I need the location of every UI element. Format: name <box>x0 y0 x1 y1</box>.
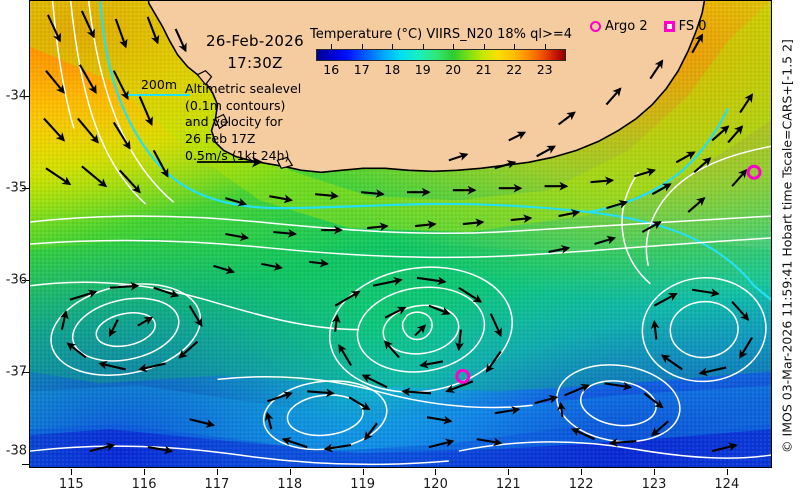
x-tick-label: 117 <box>204 477 230 492</box>
colorbar-tick-label: 17 <box>353 62 370 77</box>
legend-entry-argo[interactable]: Argo 2 <box>590 20 648 33</box>
scale-bar: 200m <box>118 77 200 96</box>
argo-marker[interactable] <box>746 164 762 180</box>
x-tick <box>653 469 655 475</box>
y-axis: -34 -35 -36 -37 -38 <box>0 0 29 469</box>
colorbar-tick-label: 19 <box>414 62 431 77</box>
isobath-200m <box>99 1 771 301</box>
x-tick-label: 121 <box>495 477 521 492</box>
scale-bar-label: 200m <box>140 77 178 92</box>
x-tick-label: 119 <box>350 477 376 492</box>
marker-legend: Argo 2 FS 0 <box>590 17 707 35</box>
x-tick <box>435 469 437 475</box>
timestamp-block: 26-Feb-2026 17:30Z <box>185 31 325 75</box>
y-tick-label: -38 <box>5 443 27 459</box>
legend-label-argo: Argo 2 <box>605 18 648 34</box>
x-tick-label: 116 <box>131 477 157 492</box>
colorbar-gradient <box>316 49 566 61</box>
y-tick-label: -34 <box>5 88 27 104</box>
colorbar-tick-labels: 16 17 18 19 20 21 22 23 <box>316 61 566 77</box>
colorbar: Temperature (°C) VIIRS_N20 18% ql>=4 16 1… <box>302 27 580 77</box>
square-marker-icon <box>663 20 675 32</box>
headland <box>214 113 229 130</box>
colorbar-tick <box>483 44 485 49</box>
colorbar-tick-label: 18 <box>384 62 401 77</box>
headland <box>196 69 213 86</box>
colorbar-tick <box>514 44 516 49</box>
x-tick <box>144 469 146 475</box>
x-tick-label: 118 <box>277 477 303 492</box>
y-tick-label: -35 <box>5 180 27 196</box>
y-tick-label: -36 <box>5 272 27 288</box>
x-axis: 115 116 117 118 119 120 121 122 123 124 <box>29 469 772 500</box>
x-tick <box>726 469 728 475</box>
colorbar-tick-label: 22 <box>506 62 523 77</box>
colorbar-ticks <box>316 44 566 49</box>
headland <box>276 156 294 169</box>
x-tick-label: 115 <box>58 477 84 492</box>
colorbar-tick <box>361 44 363 49</box>
colorbar-tick <box>392 44 394 49</box>
x-tick <box>581 469 583 475</box>
x-tick <box>289 469 291 475</box>
time-label: 17:30Z <box>227 53 283 72</box>
x-tick <box>362 469 364 475</box>
description-block: Altimetric sealevel (0.1m contours) and … <box>185 81 302 163</box>
sst-map <box>30 1 771 467</box>
x-tick <box>71 469 73 475</box>
colorbar-tick-label: 20 <box>445 62 462 77</box>
map-plot-area[interactable]: 200m 26-Feb-2026 17:30Z Altimetric seale… <box>29 0 772 468</box>
x-tick-label: 124 <box>714 477 740 492</box>
colorbar-title: Temperature (°C) VIIRS_N20 18% ql>=4 <box>309 27 573 42</box>
sealevel-contours <box>30 1 771 466</box>
velocity-vectors <box>43 10 753 455</box>
x-tick-label: 120 <box>423 477 448 492</box>
colorbar-tick <box>453 44 455 49</box>
colorbar-tick <box>331 44 333 49</box>
legend-entry-fs[interactable]: FS 0 <box>663 18 707 34</box>
x-tick-label: 122 <box>568 477 594 492</box>
x-tick <box>508 469 510 475</box>
credit-text: © IMOS 03-Mar-2026 11:59:41 Hobart time … <box>779 39 795 453</box>
colorbar-tick-label: 21 <box>475 62 492 77</box>
x-tick <box>216 469 218 475</box>
colorbar-tick-label: 16 <box>323 62 340 77</box>
argo-marker[interactable] <box>455 368 471 384</box>
velocity-scale-arrow-icon <box>197 156 263 168</box>
circle-marker-icon <box>590 20 601 32</box>
date-label: 26-Feb-2026 <box>206 32 304 50</box>
y-tick-label: -37 <box>5 364 27 380</box>
legend-label-fs: FS 0 <box>678 18 707 34</box>
colorbar-tick-label: 23 <box>536 62 553 77</box>
scale-bar-line <box>128 94 190 96</box>
x-tick-label: 123 <box>641 477 667 492</box>
colorbar-tick <box>544 44 546 49</box>
colorbar-tick <box>422 44 424 49</box>
